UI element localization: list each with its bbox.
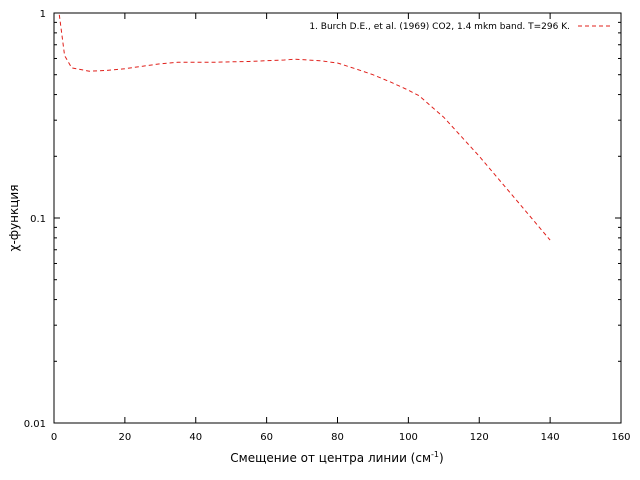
x-tick-label: 60 xyxy=(260,432,273,443)
plot-frame xyxy=(53,12,622,424)
y-tick-label: 0.1 xyxy=(30,214,46,225)
x-axis-label: Смещение от центра линии (см-1) xyxy=(230,450,443,465)
legend: 1. Burch D.E., et al. (1969) CO2, 1.4 mk… xyxy=(309,22,612,32)
x-tick-label: 0 xyxy=(51,432,57,443)
x-axis-label-suffix: ) xyxy=(439,451,444,465)
y-axis-ticks: 0.01 0.1 1 xyxy=(24,9,621,430)
y-tick-label: 0.01 xyxy=(24,419,46,430)
x-tick-label: 100 xyxy=(399,432,418,443)
series-line xyxy=(58,14,551,241)
x-tick-label: 80 xyxy=(331,432,344,443)
x-tick-label: 120 xyxy=(470,432,489,443)
x-tick-label: 20 xyxy=(119,432,132,443)
x-tick-label: 160 xyxy=(611,432,630,443)
x-axis-label-main: Смещение от центра линии (см xyxy=(230,451,431,465)
legend-entry-label: 1. Burch D.E., et al. (1969) CO2, 1.4 mk… xyxy=(309,22,570,32)
y-tick-label: 1 xyxy=(40,9,46,20)
series-layer xyxy=(58,14,551,241)
x-axis-label-superscript: -1 xyxy=(431,450,439,459)
x-tick-label: 40 xyxy=(189,432,202,443)
y-axis-label: χ-функция xyxy=(7,185,21,252)
x-axis-ticks: 0 20 40 60 80 100 120 140 160 xyxy=(51,13,631,443)
x-tick-label: 140 xyxy=(541,432,560,443)
